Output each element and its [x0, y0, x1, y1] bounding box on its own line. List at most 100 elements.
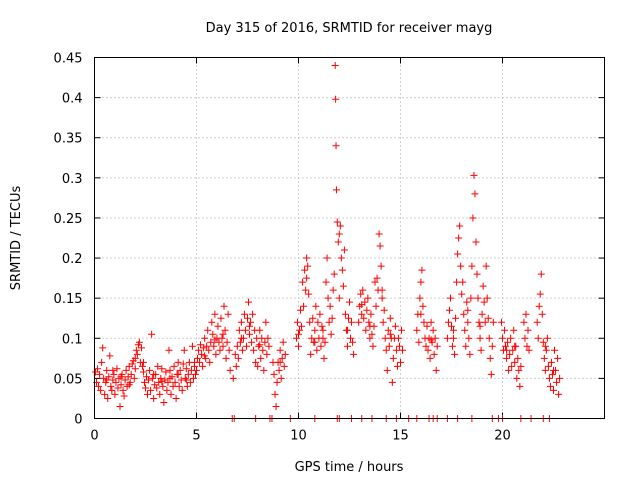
data-point — [506, 350, 514, 358]
data-point — [384, 326, 392, 334]
data-point — [217, 314, 225, 322]
data-point — [276, 346, 284, 354]
data-point — [292, 334, 300, 342]
data-point — [485, 334, 493, 342]
data-point — [246, 322, 254, 330]
data-point — [195, 346, 203, 354]
data-point — [324, 294, 332, 302]
data-point — [445, 306, 453, 314]
x-tick-label: 20 — [494, 429, 511, 444]
data-point — [388, 378, 396, 386]
data-point — [505, 366, 513, 374]
data-point — [200, 344, 208, 352]
data-point — [125, 381, 133, 389]
data-point — [256, 326, 264, 334]
data-point — [453, 278, 461, 286]
data-point — [211, 310, 219, 318]
data-point — [149, 374, 157, 382]
y-tick-label: 0.15 — [54, 292, 83, 307]
data-point — [455, 234, 463, 242]
data-point — [223, 338, 231, 346]
data-point — [543, 334, 551, 342]
data-point — [234, 354, 242, 362]
data-point — [233, 342, 241, 350]
data-point — [298, 322, 306, 330]
data-point — [97, 386, 105, 394]
data-point — [318, 322, 326, 330]
data-point — [304, 262, 312, 270]
data-point — [456, 222, 464, 230]
data-point — [241, 326, 249, 334]
data-point — [319, 326, 327, 334]
data-point — [307, 350, 315, 358]
data-point — [416, 294, 424, 302]
data-point — [160, 398, 168, 406]
data-point — [538, 310, 546, 318]
data-point — [212, 350, 220, 358]
data-point — [110, 370, 118, 378]
data-point — [375, 230, 383, 238]
data-point — [475, 318, 483, 326]
data-point — [489, 318, 497, 326]
data-point — [350, 350, 358, 358]
data-point — [108, 386, 116, 394]
data-point — [321, 338, 329, 346]
data-point — [112, 378, 120, 386]
data-point — [332, 186, 340, 194]
data-point — [454, 250, 462, 258]
data-point — [554, 354, 562, 362]
data-point — [153, 384, 161, 392]
data-point — [157, 374, 165, 382]
data-point — [520, 318, 528, 326]
data-point — [311, 338, 319, 346]
data-point — [488, 342, 496, 350]
data-point — [399, 346, 407, 354]
data-point — [121, 376, 129, 384]
data-point — [220, 302, 228, 310]
data-point — [99, 344, 107, 352]
data-point — [224, 310, 232, 318]
y-tick-label: 0.35 — [54, 132, 83, 147]
data-point — [466, 350, 474, 358]
data-point — [191, 370, 199, 378]
data-point — [328, 314, 336, 322]
data-point — [482, 262, 490, 270]
data-point — [244, 314, 251, 322]
data-point — [326, 302, 334, 310]
data-point — [429, 326, 437, 334]
data-point — [189, 374, 197, 382]
data-point — [317, 342, 325, 350]
data-point — [393, 362, 401, 370]
data-point — [215, 338, 223, 346]
data-point — [261, 338, 269, 346]
data-point — [169, 382, 177, 390]
data-point — [395, 342, 403, 350]
data-point — [232, 362, 240, 370]
data-point — [109, 366, 117, 374]
data-point — [545, 374, 553, 382]
data-point — [201, 334, 209, 342]
data-point — [270, 370, 278, 378]
data-point — [446, 294, 454, 302]
data-point — [135, 338, 143, 346]
data-point — [119, 386, 127, 394]
data-point — [174, 358, 182, 366]
data-point — [509, 346, 517, 354]
data-point — [427, 318, 435, 326]
data-point — [382, 346, 390, 354]
data-point — [312, 302, 320, 310]
data-point — [417, 278, 425, 286]
data-point — [535, 302, 543, 310]
data-point — [368, 330, 376, 338]
data-point — [501, 326, 509, 334]
data-point — [139, 368, 147, 376]
data-point — [366, 334, 374, 342]
data-point — [337, 254, 345, 262]
data-point — [521, 334, 529, 342]
data-point — [236, 338, 244, 346]
y-tick-label: 0.25 — [54, 212, 83, 227]
data-point — [106, 352, 114, 360]
data-point — [372, 302, 380, 310]
data-point — [203, 342, 211, 350]
data-point — [556, 374, 564, 382]
